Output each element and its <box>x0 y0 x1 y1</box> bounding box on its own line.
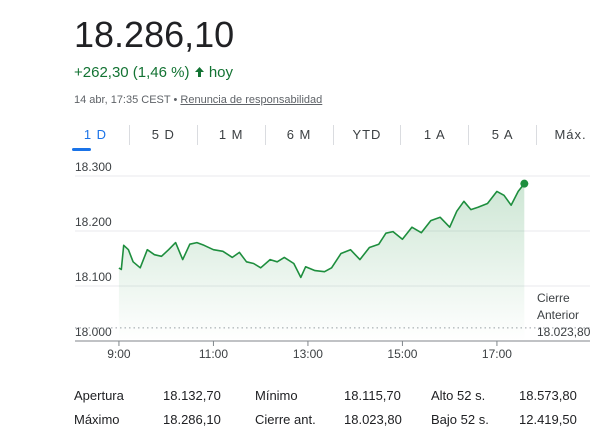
stat-value: 18.286,10 <box>163 411 221 427</box>
range-tab[interactable]: 6 M <box>286 127 312 142</box>
previous-close-value: 18.023,80 <box>537 325 591 339</box>
change-value: +262,30 (1,46 %) <box>74 64 190 81</box>
range-tab[interactable]: 5 D <box>151 127 175 142</box>
timestamp-row: 14 abr, 17:35 CEST • Renuncia de respons… <box>74 94 323 106</box>
y-tick-label: 18.000 <box>75 325 112 339</box>
y-tick-label: 18.300 <box>75 160 112 174</box>
stat-value: 12.419,50 <box>519 411 577 427</box>
stat-value: 18.023,80 <box>344 411 402 427</box>
tab-separator <box>264 125 266 145</box>
stats-row: Apertura 18.132,70 Mínimo 18.115,70 Alto 52 … <box>74 383 599 407</box>
y-tick-label: 18.100 <box>75 270 112 284</box>
change: +262,30 (1,46 %) hoy <box>74 64 233 81</box>
tab-separator <box>128 125 130 145</box>
end-point <box>520 179 529 188</box>
stat-label: Cierre ant. <box>255 411 316 427</box>
stat-label: Alto 52 s. <box>431 387 486 403</box>
tab-separator <box>536 125 538 145</box>
x-tick-label: 17:00 <box>482 347 512 361</box>
range-tab[interactable]: 5 A <box>491 127 514 142</box>
y-tick-label: 18.200 <box>75 215 112 229</box>
tab-separator <box>400 125 402 145</box>
stat-value: 18.115,70 <box>344 387 401 403</box>
range-tab[interactable]: YTD <box>352 127 382 142</box>
chart: 18.000 18.100 18.200 18.300 9:00 11:00 13:00 15… <box>75 160 591 361</box>
range-tab[interactable]: Máx. <box>554 127 587 142</box>
area-fill <box>118 183 525 341</box>
x-tick-label: 9:00 <box>107 347 131 361</box>
range-tab[interactable]: 1 M <box>218 127 244 142</box>
tab-separator <box>332 125 334 145</box>
stats-table: Apertura 18.132,70 Mínimo 18.115,70 Alto 52 … <box>74 383 599 431</box>
stat-label: Apertura <box>74 387 124 403</box>
stats-row: Máximo 18.286,10 Cierre ant. 18.023,80 Bajo … <box>74 407 599 431</box>
previous-close-label: Cierre <box>537 291 570 305</box>
price-line <box>118 183 525 279</box>
timestamp: 14 abr, 17:35 CEST <box>74 94 171 106</box>
x-tick-label: 15:00 <box>387 347 417 361</box>
range-tab[interactable]: 1 D <box>62 125 129 151</box>
tab-separator <box>196 125 198 145</box>
price: 18.286,10 <box>74 14 235 55</box>
x-tick-label: 13:00 <box>293 347 323 361</box>
stat-label: Bajo 52 s. <box>431 411 489 427</box>
stat-label: Máximo <box>74 411 120 427</box>
x-tick-label: 11:00 <box>199 347 228 361</box>
range-tab[interactable]: 1 A <box>423 127 446 142</box>
range-tabs: 1 D 5 D 1 M 6 M YTD 1 A 5 A Máx. <box>62 125 604 151</box>
previous-close-label: Anterior <box>537 308 579 322</box>
stat-value: 18.573,80 <box>519 387 577 403</box>
stat-value: 18.132,70 <box>163 387 221 403</box>
period: hoy <box>208 64 234 81</box>
stat-label: Mínimo <box>255 387 298 403</box>
disclaimer-link[interactable]: Renuncia de responsabilidad <box>180 94 323 106</box>
tab-separator <box>468 125 470 145</box>
up-arrow <box>194 67 204 77</box>
